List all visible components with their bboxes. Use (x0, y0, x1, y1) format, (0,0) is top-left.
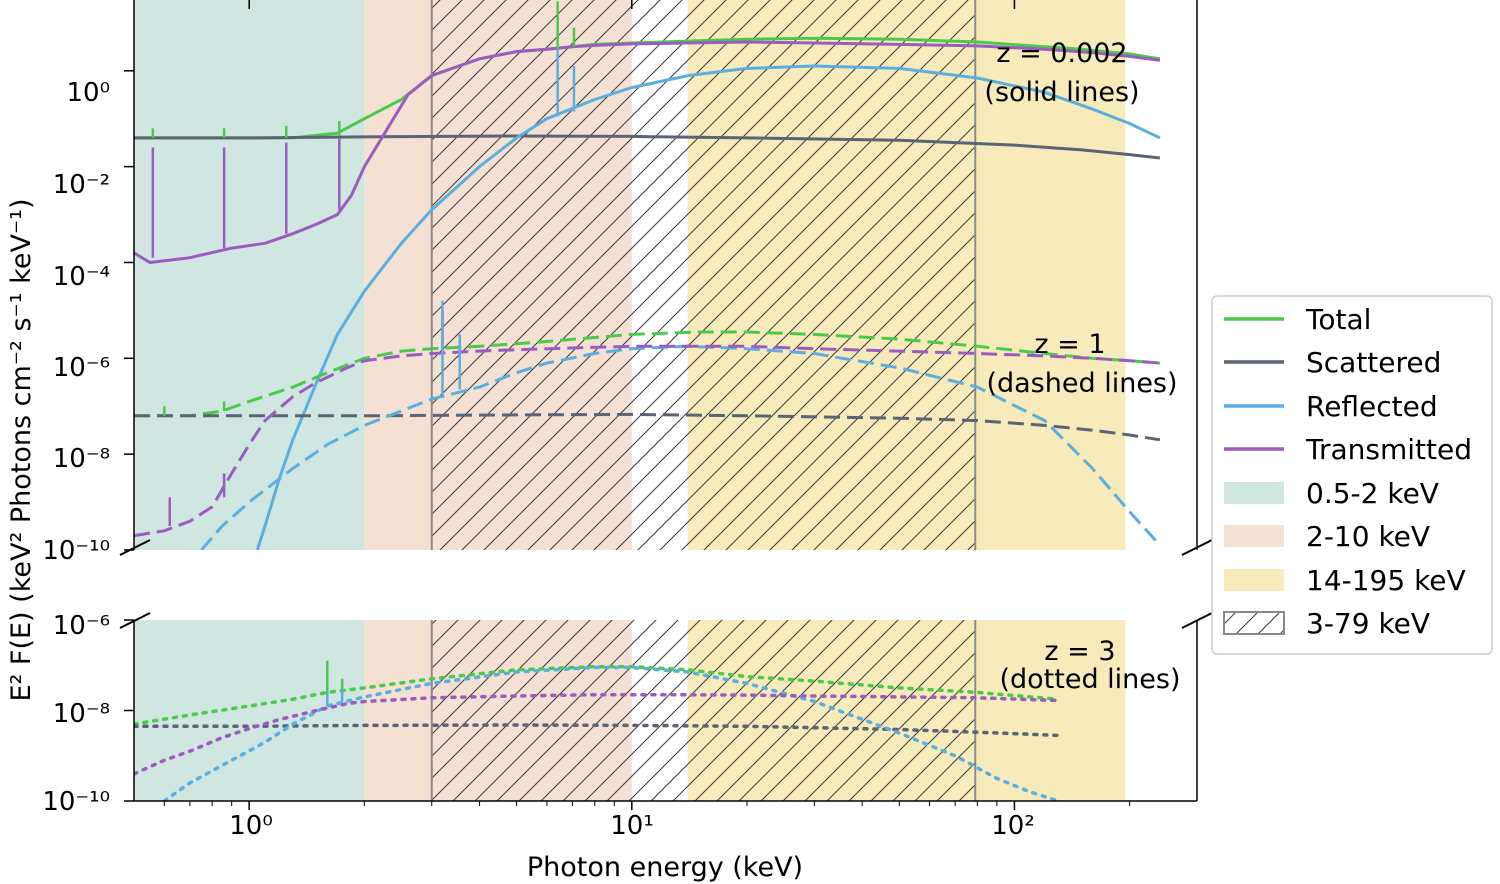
legend-label-transmitted: Transmitted (1305, 433, 1472, 466)
xtick-2: 10² (991, 811, 1035, 841)
series-reflected-z3 (162, 665, 1060, 801)
y-axis-title: E² F(E) (keV² Photons cm⁻² s⁻¹ keV⁻¹) (6, 198, 37, 701)
legend-label-scattered: Scattered (1306, 346, 1441, 379)
annotation-z-3-title: z = 3 (1044, 636, 1115, 667)
y-tick-labels-upper: 10⁻¹⁰ 10⁻⁸ 10⁻⁶ 10⁻⁴ 10⁻² 10⁰ (42, 78, 110, 566)
annotation-z-3-sub: (dotted lines) (999, 664, 1180, 695)
legend-swatch-medium (1224, 525, 1284, 547)
legend-frame (1211, 295, 1493, 655)
xtick-1: 10¹ (610, 811, 654, 841)
legend: Total Scattered Reflected Transmitted 0.… (1211, 295, 1493, 655)
legend-label-hatch: 3-79 keV (1306, 607, 1430, 640)
series-lower (134, 660, 1060, 801)
ytick-lower-0: 10⁻¹⁰ (42, 787, 110, 817)
ytick-upper-4: 10⁻² (53, 170, 110, 200)
legend-swatch-hard (1224, 569, 1284, 591)
annotation-z-0002-title: z = 0.002 (996, 38, 1127, 69)
ytick-upper-1: 10⁻⁸ (53, 444, 110, 474)
bands-lower (134, 620, 1126, 801)
legend-label-soft: 0.5-2 keV (1306, 477, 1439, 510)
axis-break-marks (119, 539, 1213, 629)
series-transmitted-z0002 (134, 40, 1161, 264)
annotation-z-3: z = 3 (dotted lines) (999, 636, 1180, 695)
bands-upper (134, 0, 1126, 550)
series-total-z1 (134, 330, 1161, 418)
legend-label-hard: 14-195 keV (1306, 564, 1466, 597)
band-hatch-upper (431, 0, 976, 550)
annotation-z-0002: z = 0.002 (solid lines) (984, 38, 1139, 108)
annotation-z-1-sub: (dashed lines) (986, 368, 1177, 399)
annotation-z-1-title: z = 1 (1034, 329, 1105, 360)
series-scattered-z0002 (134, 134, 1161, 160)
series-reflected-z1 (200, 344, 1162, 550)
band-upper-0 (134, 0, 365, 550)
ytick-upper-3: 10⁻⁴ (53, 262, 110, 292)
ytick-upper-5: 10⁰ (66, 78, 110, 108)
xtick-0: 10⁰ (229, 811, 273, 841)
annotation-z-0002-sub: (solid lines) (984, 77, 1139, 108)
ytick-upper-0: 10⁻¹⁰ (42, 536, 110, 566)
series-scattered-z1 (134, 412, 1161, 442)
ytick-upper-2: 10⁻⁶ (53, 353, 110, 383)
y-tick-labels-lower: 10⁻¹⁰ 10⁻⁸ 10⁻⁶ (42, 611, 110, 817)
legend-swatch-soft (1224, 482, 1284, 504)
legend-swatch-hatch (1223, 611, 1285, 635)
series-scattered-z3 (134, 723, 1060, 738)
legend-label-total: Total (1305, 303, 1371, 336)
legend-label-medium: 2-10 keV (1306, 520, 1430, 553)
x-axis-title: Photon energy (keV) (527, 852, 803, 883)
band-hatch-lower (431, 620, 976, 801)
ytick-lower-1: 10⁻⁸ (53, 699, 110, 729)
ticks (124, 0, 1131, 810)
legend-label-reflected: Reflected (1306, 390, 1438, 423)
series-upper (134, 1, 1162, 550)
upper-axes-frame (133, 0, 1198, 550)
series-transmitted-z3 (134, 692, 1060, 776)
ytick-lower-2: 10⁻⁶ (53, 611, 110, 641)
annotation-z-1: z = 1 (dashed lines) (986, 329, 1177, 399)
band-lower-0 (134, 620, 365, 801)
series-reflected-z0002 (255, 64, 1161, 550)
series-transmitted-z1 (134, 344, 1161, 538)
x-tick-labels: 10⁰ 10¹ 10² (229, 811, 1035, 841)
